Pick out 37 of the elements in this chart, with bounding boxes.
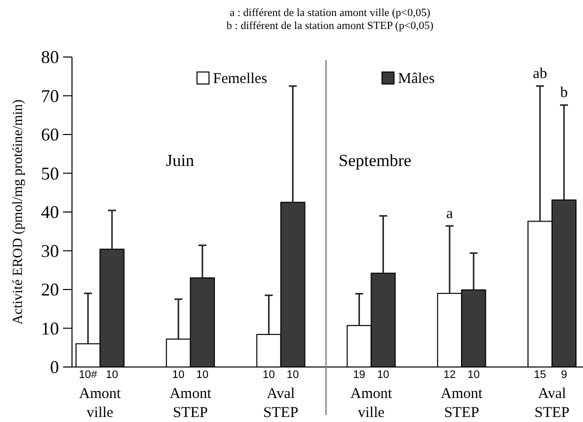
annotation: b [560, 85, 568, 102]
text: a : différent de la station amont ville (p<0,05) [230, 7, 431, 19]
x-tick-label: Amont STEP [440, 386, 484, 421]
text: 10 [286, 369, 299, 381]
text: 10# [78, 369, 98, 381]
text: 12 [443, 369, 456, 381]
y-tick-label: 80 [41, 47, 59, 67]
annotation: ab [532, 66, 548, 82]
x-tick-label: Amont ville [79, 386, 122, 421]
annotation: a [446, 206, 454, 222]
text: 15 [534, 369, 546, 381]
y-tick-label: 30 [41, 240, 59, 261]
y-tick-label: 0 [50, 357, 59, 377]
text: 10 [262, 369, 275, 381]
y-tick-label: 70 [41, 86, 59, 106]
text: 10 [106, 369, 118, 381]
text: b : différent de la station amont STEP (p<0,05) [226, 20, 434, 32]
y-tick-label: 20 [41, 280, 59, 300]
x-tick-label: Aval STEP [534, 386, 570, 421]
x-tick-label: Aval STEP [263, 386, 298, 421]
text: 19 [353, 369, 366, 381]
legend-label: Mâles [398, 71, 435, 87]
text: 10 [172, 369, 185, 381]
y-tick-label: 10 [41, 318, 59, 338]
annotation: Juin [166, 151, 195, 170]
x-tick-label: Amont ville [350, 386, 393, 421]
y-tick-label: 40 [41, 202, 59, 222]
text: 9 [560, 369, 568, 381]
legend-label: Femelles [213, 71, 268, 87]
x-tick-label: Amont STEP [170, 386, 212, 421]
text: 10 [377, 369, 390, 381]
y-tick-label: 50 [41, 163, 59, 184]
y-tick-label: 60 [41, 124, 59, 144]
text: 10 [196, 369, 209, 381]
y-axis-title: Activité EROD (pmol/mg protéine/min) [11, 99, 26, 325]
annotation: Septembre [338, 151, 412, 170]
text: 10 [467, 369, 480, 381]
